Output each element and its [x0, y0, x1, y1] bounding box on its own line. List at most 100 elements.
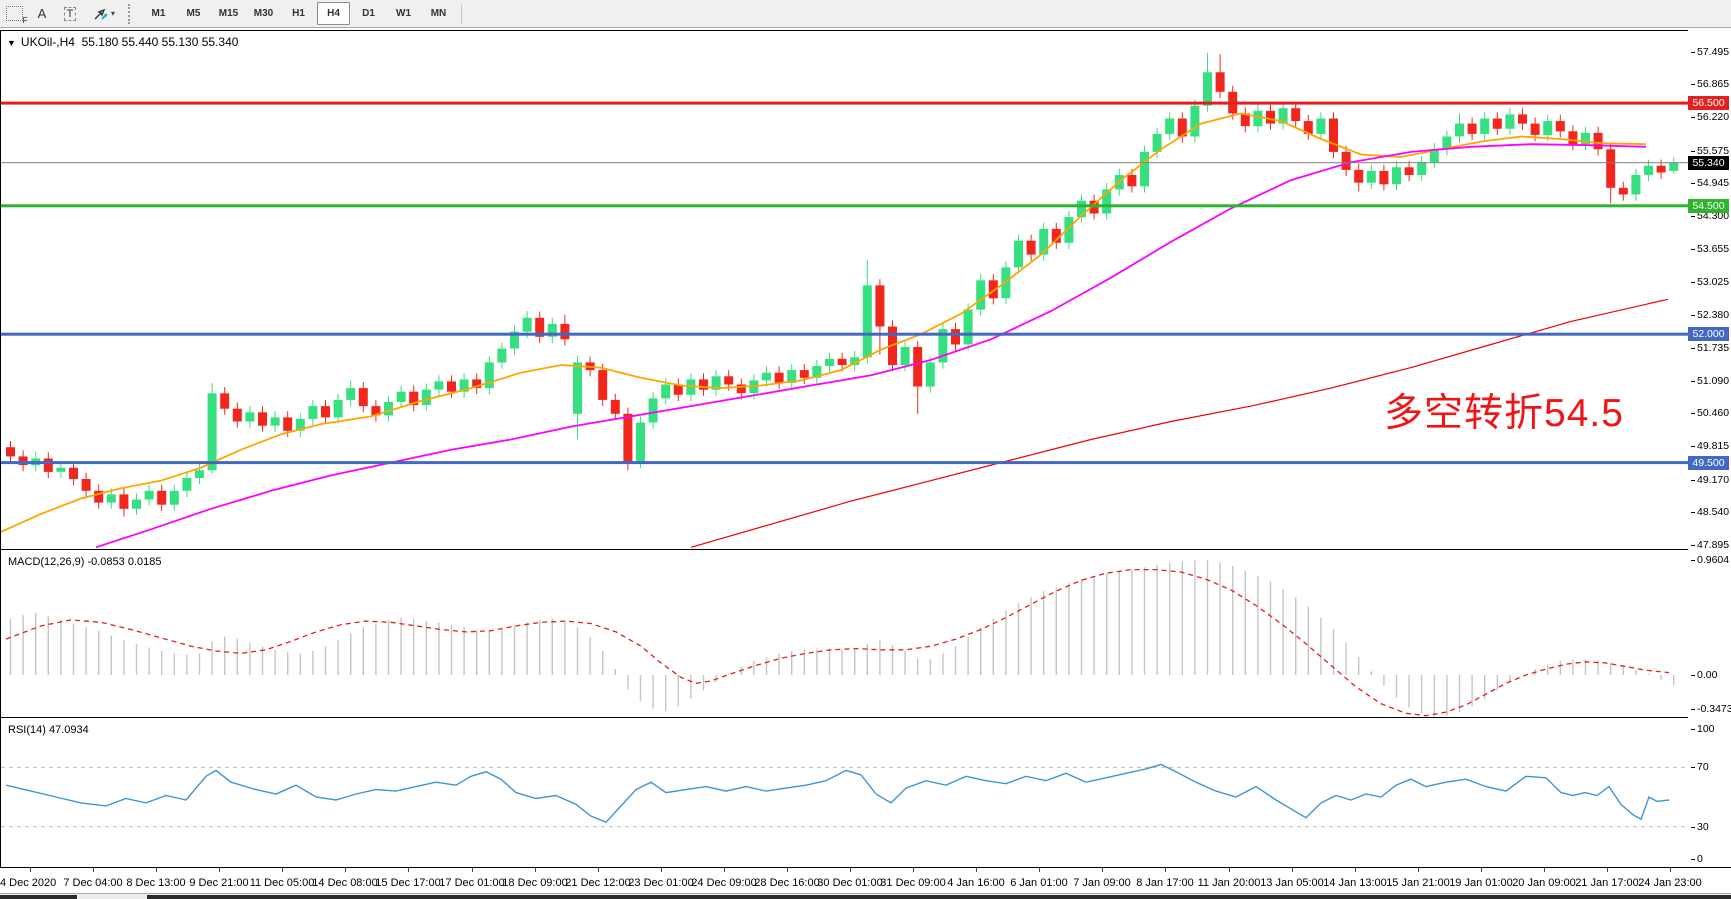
text-t-icon: T	[63, 6, 77, 21]
macd-tick-label: 0.00	[1691, 669, 1717, 681]
time-label: 6 Jan 01:00	[1010, 877, 1068, 889]
time-tick	[598, 868, 599, 872]
price-tick-label: 57.495	[1691, 46, 1729, 58]
time-tick	[1544, 868, 1545, 872]
price-axis[interactable]: 57.495 56.865 56.220 55.575 54.945 54.300 53.6…	[1688, 30, 1731, 893]
time-label: 15 Dec 17:00	[375, 877, 441, 889]
price-tick-label: 53.655	[1691, 243, 1729, 255]
time-tick	[1292, 868, 1293, 872]
price-badge: 54.500	[1688, 199, 1729, 213]
chevron-down-icon: ▾	[110, 9, 115, 18]
price-tick-label: 47.895	[1691, 539, 1729, 551]
candles	[6, 52, 1679, 517]
time-label: 24 Jan 23:00	[1638, 877, 1702, 889]
horizontal-line-objects[interactable]	[1, 101, 1688, 465]
time-tick	[472, 868, 473, 872]
text-a-icon: A	[37, 6, 47, 21]
rsi-label: RSI(14) 47.0934	[8, 724, 89, 736]
horizontal-scrollbar	[0, 893, 1731, 899]
time-tick	[1481, 868, 1482, 872]
macd-histogram	[9, 560, 1675, 717]
timeframe-bar: M1 M5 M15 M30 H1 H4 D1 W1 MN	[141, 2, 456, 25]
rsi-pane[interactable]: RSI(14) 47.0934	[1, 721, 1688, 867]
chart-annotation[interactable]: 多空转折54.5	[1384, 392, 1624, 435]
price-badge: 52.000	[1688, 327, 1729, 341]
time-label: 28 Dec 16:00	[754, 877, 820, 889]
timeframe-w1[interactable]: W1	[396, 8, 411, 19]
chart-title: ▼ UKOil-,H4 55.180 55.440 55.130 55.340	[7, 35, 238, 49]
symbol-label: UKOil-,H4	[20, 35, 75, 49]
time-tick	[535, 868, 536, 872]
macd-tick-label: -0.3473	[1691, 703, 1731, 715]
time-label: 11 Dec 05:00	[249, 877, 315, 889]
toolbar-grip[interactable]	[128, 3, 137, 24]
price-tick-label: 51.090	[1691, 375, 1729, 387]
price-tick-label: 50.460	[1691, 407, 1729, 419]
moving-averages	[1, 112, 1669, 549]
timeframe-d1[interactable]: D1	[362, 8, 375, 19]
price-badge: 55.340	[1688, 156, 1729, 170]
time-axis[interactable]: 4 Dec 2020 7 Dec 04:00 8 Dec 13:00 9 Dec 21…	[0, 867, 1731, 894]
macd-pane[interactable]: MACD(12,26,9) -0.0853 0.0185	[1, 553, 1688, 717]
time-tick	[93, 868, 94, 872]
price-tick-label: 49.170	[1691, 474, 1729, 486]
scrollbar-thumb[interactable]	[147, 895, 1731, 899]
price-tick-label: 49.815	[1691, 440, 1729, 452]
time-tick	[1039, 868, 1040, 872]
time-tick	[408, 868, 409, 872]
text-tool-button[interactable]: A	[29, 3, 55, 25]
price-tick-label: 54.300	[1691, 210, 1729, 222]
time-label: 9 Dec 21:00	[189, 877, 249, 889]
indicator-window-button[interactable]: F	[1, 3, 28, 25]
time-tick	[724, 868, 725, 872]
main-chart-pane[interactable]	[1, 31, 1688, 549]
time-label: 4 Jan 16:00	[947, 877, 1005, 889]
timeframe-m30[interactable]: M30	[253, 8, 274, 19]
time-label: 7 Dec 04:00	[63, 877, 123, 889]
price-badge: 56.500	[1688, 96, 1729, 110]
time-label: 31 Dec 09:00	[880, 877, 946, 889]
time-label: 30 Dec 01:00	[817, 877, 883, 889]
macd-signal-line	[5, 568, 1670, 717]
timeframe-h4[interactable]: H4	[317, 2, 350, 25]
timeframe-h1[interactable]: H1	[292, 8, 305, 19]
rsi-tick-label: 100	[1691, 723, 1715, 735]
time-tick	[1165, 868, 1166, 872]
timeframe-m15[interactable]: M15	[218, 8, 239, 19]
time-tick	[219, 868, 220, 872]
time-label: 14 Jan 13:00	[1323, 877, 1387, 889]
label-tool-button[interactable]: T	[57, 3, 83, 25]
time-label: 13 Jan 05:00	[1260, 877, 1324, 889]
time-label: 18 Dec 09:00	[502, 877, 568, 889]
time-tick	[1229, 868, 1230, 872]
time-label: 23 Dec 01:00	[628, 877, 694, 889]
time-label: 15 Jan 21:00	[1386, 877, 1450, 889]
price-badge: 49.500	[1688, 456, 1729, 470]
time-tick	[156, 868, 157, 872]
time-label: 4 Dec 2020	[0, 877, 57, 889]
time-tick	[850, 868, 851, 872]
arrow-tools-button[interactable]: ▾	[85, 3, 123, 25]
time-label: 11 Jan 20:00	[1197, 877, 1261, 889]
macd-tick-label: 0.9604	[1691, 554, 1729, 566]
chart-window: ▼ UKOil-,H4 55.180 55.440 55.130 55.340 M…	[0, 30, 1691, 895]
timeframe-m5[interactable]: M5	[186, 8, 201, 19]
time-label: 21 Jan 17:00	[1575, 877, 1639, 889]
timeframe-m1[interactable]: M1	[151, 8, 166, 19]
time-tick	[913, 868, 914, 872]
price-tick-label: 54.945	[1691, 177, 1729, 189]
time-label: 14 Dec 08:00	[312, 877, 378, 889]
time-label: 8 Dec 13:00	[126, 877, 186, 889]
scrollbar-thumb[interactable]	[0, 895, 77, 899]
macd-label: MACD(12,26,9) -0.0853 0.0185	[8, 556, 162, 568]
time-tick	[661, 868, 662, 872]
indicator-window-icon: F	[5, 6, 28, 25]
time-tick	[1102, 868, 1103, 872]
timeframe-mn[interactable]: MN	[430, 8, 447, 19]
price-tick-label: 52.380	[1691, 309, 1729, 321]
rsi-tick-label: 30	[1691, 821, 1709, 833]
collapse-arrow-icon[interactable]: ▼	[7, 38, 16, 48]
toolbar: F A T ▾ M1 M5 M15 M30 H1 H4 D1 W1 MN	[0, 0, 1731, 28]
price-tick-label: 51.735	[1691, 342, 1729, 354]
